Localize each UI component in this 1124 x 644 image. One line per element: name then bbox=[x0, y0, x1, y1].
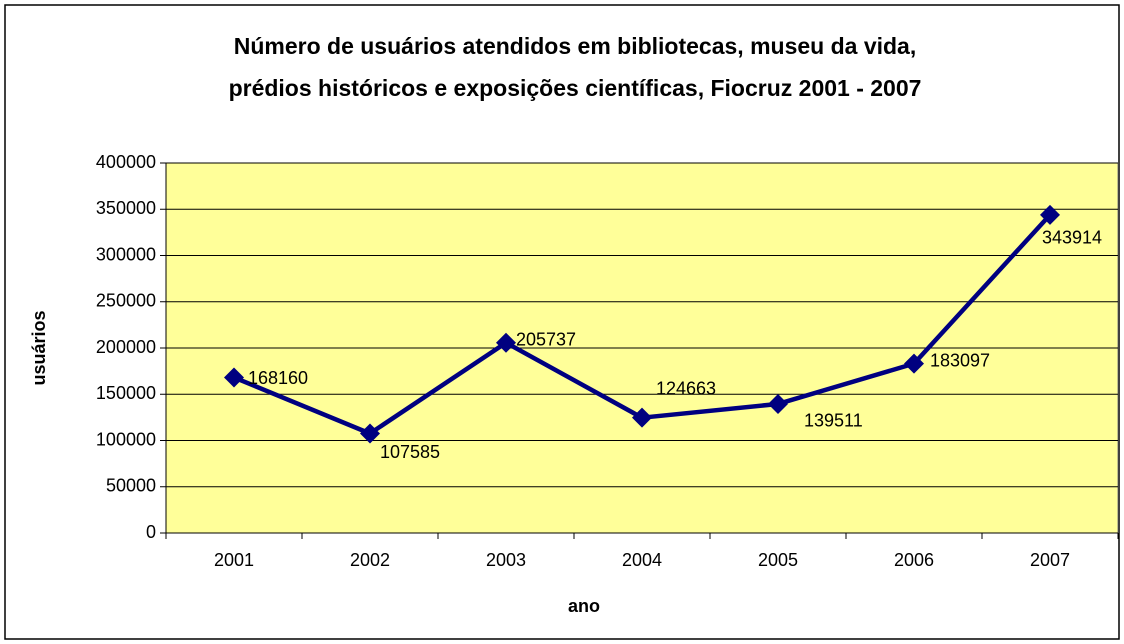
data-label: 139511 bbox=[804, 411, 863, 431]
y-tick-label: 100000 bbox=[96, 429, 156, 449]
marker bbox=[360, 423, 380, 444]
data-label: 205737 bbox=[516, 329, 576, 349]
data-label: 183097 bbox=[930, 350, 990, 370]
marker bbox=[496, 332, 516, 353]
x-tick-label: 2007 bbox=[1030, 550, 1070, 570]
x-tick-label: 2005 bbox=[758, 550, 798, 570]
marker bbox=[1040, 204, 1060, 225]
marker bbox=[224, 367, 244, 388]
x-tick-label: 2003 bbox=[486, 550, 526, 570]
y-tick-label: 300000 bbox=[96, 244, 156, 264]
y-tick-label: 350000 bbox=[96, 198, 156, 218]
chart-title: prédios históricos e exposições científi… bbox=[229, 75, 922, 101]
y-axis-title: usuários bbox=[29, 310, 49, 385]
x-tick-label: 2001 bbox=[214, 550, 254, 570]
y-tick-label: 200000 bbox=[96, 337, 156, 357]
y-tick-label: 250000 bbox=[96, 291, 156, 311]
data-label: 124663 bbox=[656, 378, 716, 398]
marker bbox=[904, 353, 924, 374]
x-tick-label: 2002 bbox=[350, 550, 390, 570]
data-label: 168160 bbox=[248, 368, 308, 388]
marker bbox=[632, 407, 652, 428]
chart-title: Número de usuários atendidos em bibliote… bbox=[234, 33, 917, 59]
y-tick-label: 150000 bbox=[96, 383, 156, 403]
data-label: 343914 bbox=[1042, 228, 1102, 248]
data-label: 107585 bbox=[380, 442, 440, 462]
marker bbox=[768, 393, 788, 414]
y-tick-label: 0 bbox=[146, 522, 156, 542]
x-tick-label: 2006 bbox=[894, 550, 934, 570]
x-tick-label: 2004 bbox=[622, 550, 662, 570]
x-axis-title: ano bbox=[568, 596, 600, 616]
y-tick-label: 400000 bbox=[96, 152, 156, 172]
y-tick-label: 50000 bbox=[106, 476, 156, 496]
